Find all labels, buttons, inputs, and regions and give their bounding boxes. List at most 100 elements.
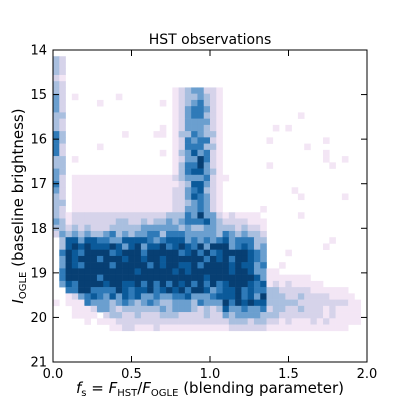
heatmap-cell [210, 312, 217, 319]
heatmap-cell [260, 262, 267, 269]
heatmap-cell [253, 218, 261, 226]
heatmap-cell [153, 262, 161, 269]
heatmap-cell [304, 293, 311, 300]
heatmap-cell [247, 230, 255, 238]
heatmap-cell [184, 324, 192, 332]
heatmap-cell [53, 218, 60, 226]
heatmap-cell [222, 255, 230, 263]
heatmap-cell [184, 124, 192, 132]
heatmap-cell [84, 181, 91, 188]
heatmap-cell [184, 237, 192, 244]
heatmap-cell [115, 324, 123, 332]
heatmap-cell [166, 312, 173, 319]
heatmap-cell [304, 324, 311, 332]
heatmap-cell [222, 299, 230, 307]
heatmap-cell [59, 280, 66, 288]
heatmap-cell [78, 193, 85, 201]
heatmap-cell [134, 174, 142, 182]
heatmap-cell [184, 93, 192, 101]
heatmap-cell [140, 324, 148, 332]
heatmap-cell [184, 193, 192, 201]
heatmap-cell [184, 262, 192, 269]
heatmap-cell [178, 131, 186, 138]
heatmap-cell [172, 149, 179, 157]
heatmap-cell [53, 299, 60, 307]
y-axis-label: IOGLE (baseline brightness) [9, 108, 29, 303]
heatmap-cell [297, 318, 305, 325]
heatmap-cell [191, 168, 198, 176]
heatmap-cell [134, 224, 142, 232]
heatmap-cell [159, 243, 167, 250]
heatmap-cell [197, 324, 205, 332]
heatmap-cell [96, 224, 104, 232]
heatmap-cell [78, 218, 85, 226]
heatmap-cell [241, 305, 248, 313]
heatmap-cell [260, 243, 267, 250]
heatmap-cell [266, 324, 274, 332]
heatmap-cell [222, 324, 230, 332]
heatmap-cell [84, 280, 91, 288]
heatmap-cell [128, 181, 135, 188]
heatmap-cell [216, 318, 223, 325]
heatmap-cell [159, 255, 167, 263]
heatmap-cell [53, 149, 60, 157]
heatmap-cell [172, 293, 179, 300]
heatmap-cell [222, 237, 230, 244]
heatmap-cell [134, 187, 142, 194]
heatmap-cell [341, 324, 349, 332]
heatmap-cell [216, 305, 223, 313]
heatmap-cell [253, 255, 261, 263]
heatmap-cell [216, 255, 223, 263]
heatmap-cell [59, 187, 66, 194]
heatmap-cell [203, 137, 211, 144]
heatmap-cell [210, 255, 217, 263]
heatmap-cell [78, 206, 85, 213]
heatmap-cell [140, 243, 148, 250]
heatmap-cell [297, 274, 305, 282]
heatmap-cell [78, 312, 85, 319]
heatmap-cell [115, 249, 123, 257]
heatmap-cell [178, 168, 186, 176]
heatmap-cell [53, 93, 60, 101]
chart-title: HST observations [149, 32, 272, 48]
heatmap-cell [90, 287, 98, 294]
heatmap-cell [78, 174, 85, 182]
heatmap-cell [210, 137, 217, 144]
heatmap-cell [53, 187, 60, 194]
heatmap-cell [109, 237, 117, 244]
heatmap-cell [153, 199, 161, 207]
heatmap-cell [59, 56, 66, 63]
heatmap-cell [210, 218, 217, 226]
heatmap-cell [184, 87, 192, 94]
heatmap-cell [178, 93, 186, 101]
heatmap-cell [147, 268, 154, 275]
heatmap-cell [78, 268, 85, 275]
heatmap-cell [71, 206, 79, 213]
heatmap-cell [297, 280, 305, 288]
heatmap-cell [178, 199, 186, 207]
heatmap-cell [191, 193, 198, 201]
heatmap-cell [291, 293, 299, 300]
heatmap-cell [140, 206, 148, 213]
heatmap-cell [159, 299, 167, 307]
heatmap-cell [71, 274, 79, 282]
heatmap-cell [140, 230, 148, 238]
heatmap-cell [253, 324, 261, 332]
heatmap-cell [115, 206, 123, 213]
heatmap-cell [210, 149, 217, 157]
heatmap-cell [172, 212, 179, 219]
heatmap-cell [53, 137, 60, 144]
heatmap-cell [216, 280, 223, 288]
heatmap-cell [291, 305, 299, 313]
heatmap-cell [153, 280, 161, 288]
heatmap-cell [197, 156, 205, 163]
heatmap-cell [216, 312, 223, 319]
heatmap-cell [166, 206, 173, 213]
heatmap-cell [159, 262, 167, 269]
y-tick-label: 14 [30, 44, 47, 59]
heatmap-cell [210, 143, 217, 151]
heatmap-cell [203, 106, 211, 113]
heatmap-cell [197, 149, 205, 157]
heatmap-cell [166, 262, 173, 269]
heatmap-cell [235, 312, 242, 319]
